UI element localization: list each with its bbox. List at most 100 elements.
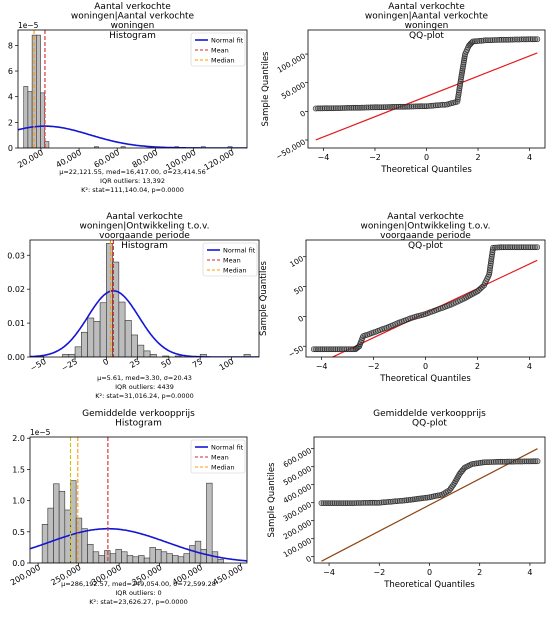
- y-tick-label: 0: [304, 554, 313, 564]
- chart-title-line: Aantal verkochte: [94, 2, 171, 12]
- chart-title-line: woningen|Aantal verkochte: [71, 12, 195, 22]
- qq-point: [517, 458, 523, 465]
- qq-point: [346, 500, 353, 506]
- qq-point: [502, 244, 509, 251]
- chart-title-line: woningen: [405, 21, 449, 31]
- qq-point: [358, 500, 364, 506]
- qq-point: [404, 103, 411, 110]
- x-tick-label: −4: [323, 568, 335, 577]
- histogram-bar: [177, 556, 185, 563]
- stats-line: K²: stat=31,016.24, p=0.0000: [95, 392, 194, 400]
- histogram-bar: [53, 483, 60, 563]
- qq-point: [409, 496, 416, 503]
- qq-point: [488, 258, 494, 265]
- y-tick-label: −50,000: [274, 137, 307, 161]
- qq-point: [365, 500, 371, 506]
- qq-point: [349, 500, 355, 506]
- y-tick-label: 0.5: [12, 528, 25, 537]
- qq-point: [510, 458, 517, 465]
- qq-point: [336, 346, 343, 353]
- histogram-bar: [75, 517, 83, 563]
- qq-point: [504, 458, 510, 465]
- qq-point: [509, 244, 516, 251]
- axes-frame: [305, 239, 546, 358]
- qq-point: [512, 458, 519, 465]
- qq-point: [412, 103, 419, 110]
- qq-point: [420, 495, 427, 501]
- qq-point: [454, 98, 461, 105]
- qq-point: [523, 244, 529, 251]
- x-tick-label: 4: [527, 568, 532, 577]
- panel-6: Gemiddelde verkoopprijsQQ-plot0100,00020…: [267, 409, 546, 590]
- qq-point: [499, 458, 506, 465]
- qq-point: [376, 104, 383, 111]
- qq-point: [336, 500, 342, 506]
- histogram-bar: [87, 543, 94, 563]
- qq-point: [354, 104, 361, 111]
- qq-point: [488, 459, 495, 465]
- y-tick-label: 0.01: [7, 319, 25, 328]
- x-axis-label: Theoretical Quantiles: [379, 374, 471, 384]
- histogram-bar: [166, 553, 173, 563]
- qq-point: [353, 500, 360, 506]
- qq-point: [473, 460, 480, 467]
- qq-point: [359, 104, 365, 111]
- qq-point: [474, 38, 481, 44]
- x-tick-label: 4: [527, 362, 532, 371]
- histogram-bar: [138, 555, 145, 563]
- qq-point: [326, 105, 332, 112]
- x-tick-label: −2: [369, 153, 381, 162]
- qq-point: [500, 244, 507, 251]
- qq-point: [380, 499, 387, 506]
- qq-point: [459, 69, 465, 76]
- y-tick-label: 0: [298, 109, 307, 119]
- legend-box: [190, 439, 246, 474]
- qq-point: [432, 493, 439, 499]
- chart-title-line: woningen|Aantal verkochte: [365, 12, 489, 22]
- qq-point: [480, 37, 487, 44]
- qq-point: [448, 100, 455, 107]
- qq-point: [315, 105, 321, 112]
- legend-label: Mean: [211, 47, 229, 55]
- qq-point: [332, 346, 339, 353]
- histogram-bar: [217, 558, 224, 563]
- qq-point: [472, 38, 478, 45]
- qq-point: [351, 500, 358, 506]
- qq-point: [515, 458, 521, 465]
- qq-point: [391, 104, 398, 110]
- histogram-bar: [137, 344, 145, 357]
- x-tick-label: −2: [373, 568, 385, 577]
- qq-point: [418, 312, 425, 319]
- chart-title-line: Histogram: [121, 241, 168, 251]
- y-tick-label: 0: [296, 314, 305, 324]
- qq-point: [401, 497, 408, 504]
- histogram-bar: [143, 350, 151, 357]
- qq-point: [374, 104, 380, 111]
- legend-box: [202, 242, 258, 277]
- histogram-bar: [206, 482, 213, 563]
- qq-point: [521, 36, 527, 43]
- qq-point: [423, 103, 430, 110]
- qq-point: [315, 346, 321, 353]
- stats-line: IQR outliers: 13,392: [100, 177, 165, 185]
- qq-point: [457, 80, 464, 87]
- y-axis-label: Sample Quantiles: [267, 462, 277, 538]
- qq-point: [417, 103, 423, 110]
- x-tick-label: 0: [423, 362, 428, 371]
- chart-title-line: Aantal verkochte: [388, 2, 465, 12]
- legend-label: Normal fit: [211, 444, 244, 452]
- qq-point: [487, 37, 494, 44]
- qq-point: [488, 253, 495, 260]
- x-tick-label: 75: [191, 357, 204, 370]
- y-tick-label: 0.0: [12, 559, 25, 568]
- qq-point: [421, 103, 428, 110]
- qq-point: [532, 36, 538, 43]
- qq-point: [394, 498, 401, 504]
- histogram-bar: [155, 548, 162, 563]
- qq-point: [525, 458, 532, 465]
- qq-point: [406, 103, 413, 110]
- qq-point: [338, 500, 344, 506]
- stats-line: μ=5.61, med=3.30, σ=20.43: [97, 374, 192, 382]
